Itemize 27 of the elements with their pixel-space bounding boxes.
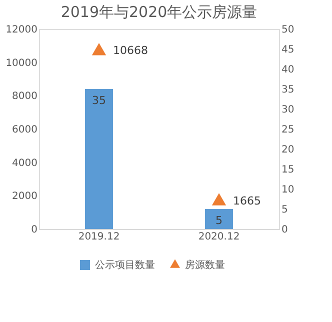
data-label: 5: [216, 214, 222, 227]
legend-label: 公示项目数量: [95, 259, 155, 271]
y2-tick-label: 45: [282, 44, 294, 56]
y2-tick-label: 10: [282, 184, 294, 196]
data-label: 1665: [233, 194, 261, 208]
y2-tick-label: 50: [282, 24, 294, 36]
y2-tick-label: 20: [282, 144, 294, 156]
y2-tick-label: 15: [282, 164, 294, 176]
y2-tick-label: 40: [282, 64, 294, 76]
data-label: 10668: [113, 44, 148, 58]
y-tick-label: 8000: [12, 91, 38, 102]
chart-title: 2019年与2020年公示房源量: [60, 3, 258, 21]
y2-tick-label: 5: [282, 204, 288, 216]
y-tick-label: 4000: [12, 158, 38, 169]
x-tick-label: 2019.12: [78, 232, 120, 242]
y2-tick-label: 0: [282, 224, 288, 236]
y2-tick-label: 25: [282, 124, 294, 136]
y2-tick-label: 30: [282, 104, 294, 116]
x-tick-label: 2020.12: [198, 232, 240, 242]
y-tick-label: 10000: [6, 58, 38, 69]
y-tick-label: 0: [31, 224, 38, 236]
y-tick-label: 6000: [12, 124, 38, 136]
y-tick-label: 2000: [12, 191, 38, 202]
y2-tick-label: 35: [282, 84, 294, 96]
y-tick-label: 12000: [6, 24, 38, 36]
legend-label: 房源数量: [185, 259, 225, 271]
data-label: 35: [92, 94, 106, 107]
